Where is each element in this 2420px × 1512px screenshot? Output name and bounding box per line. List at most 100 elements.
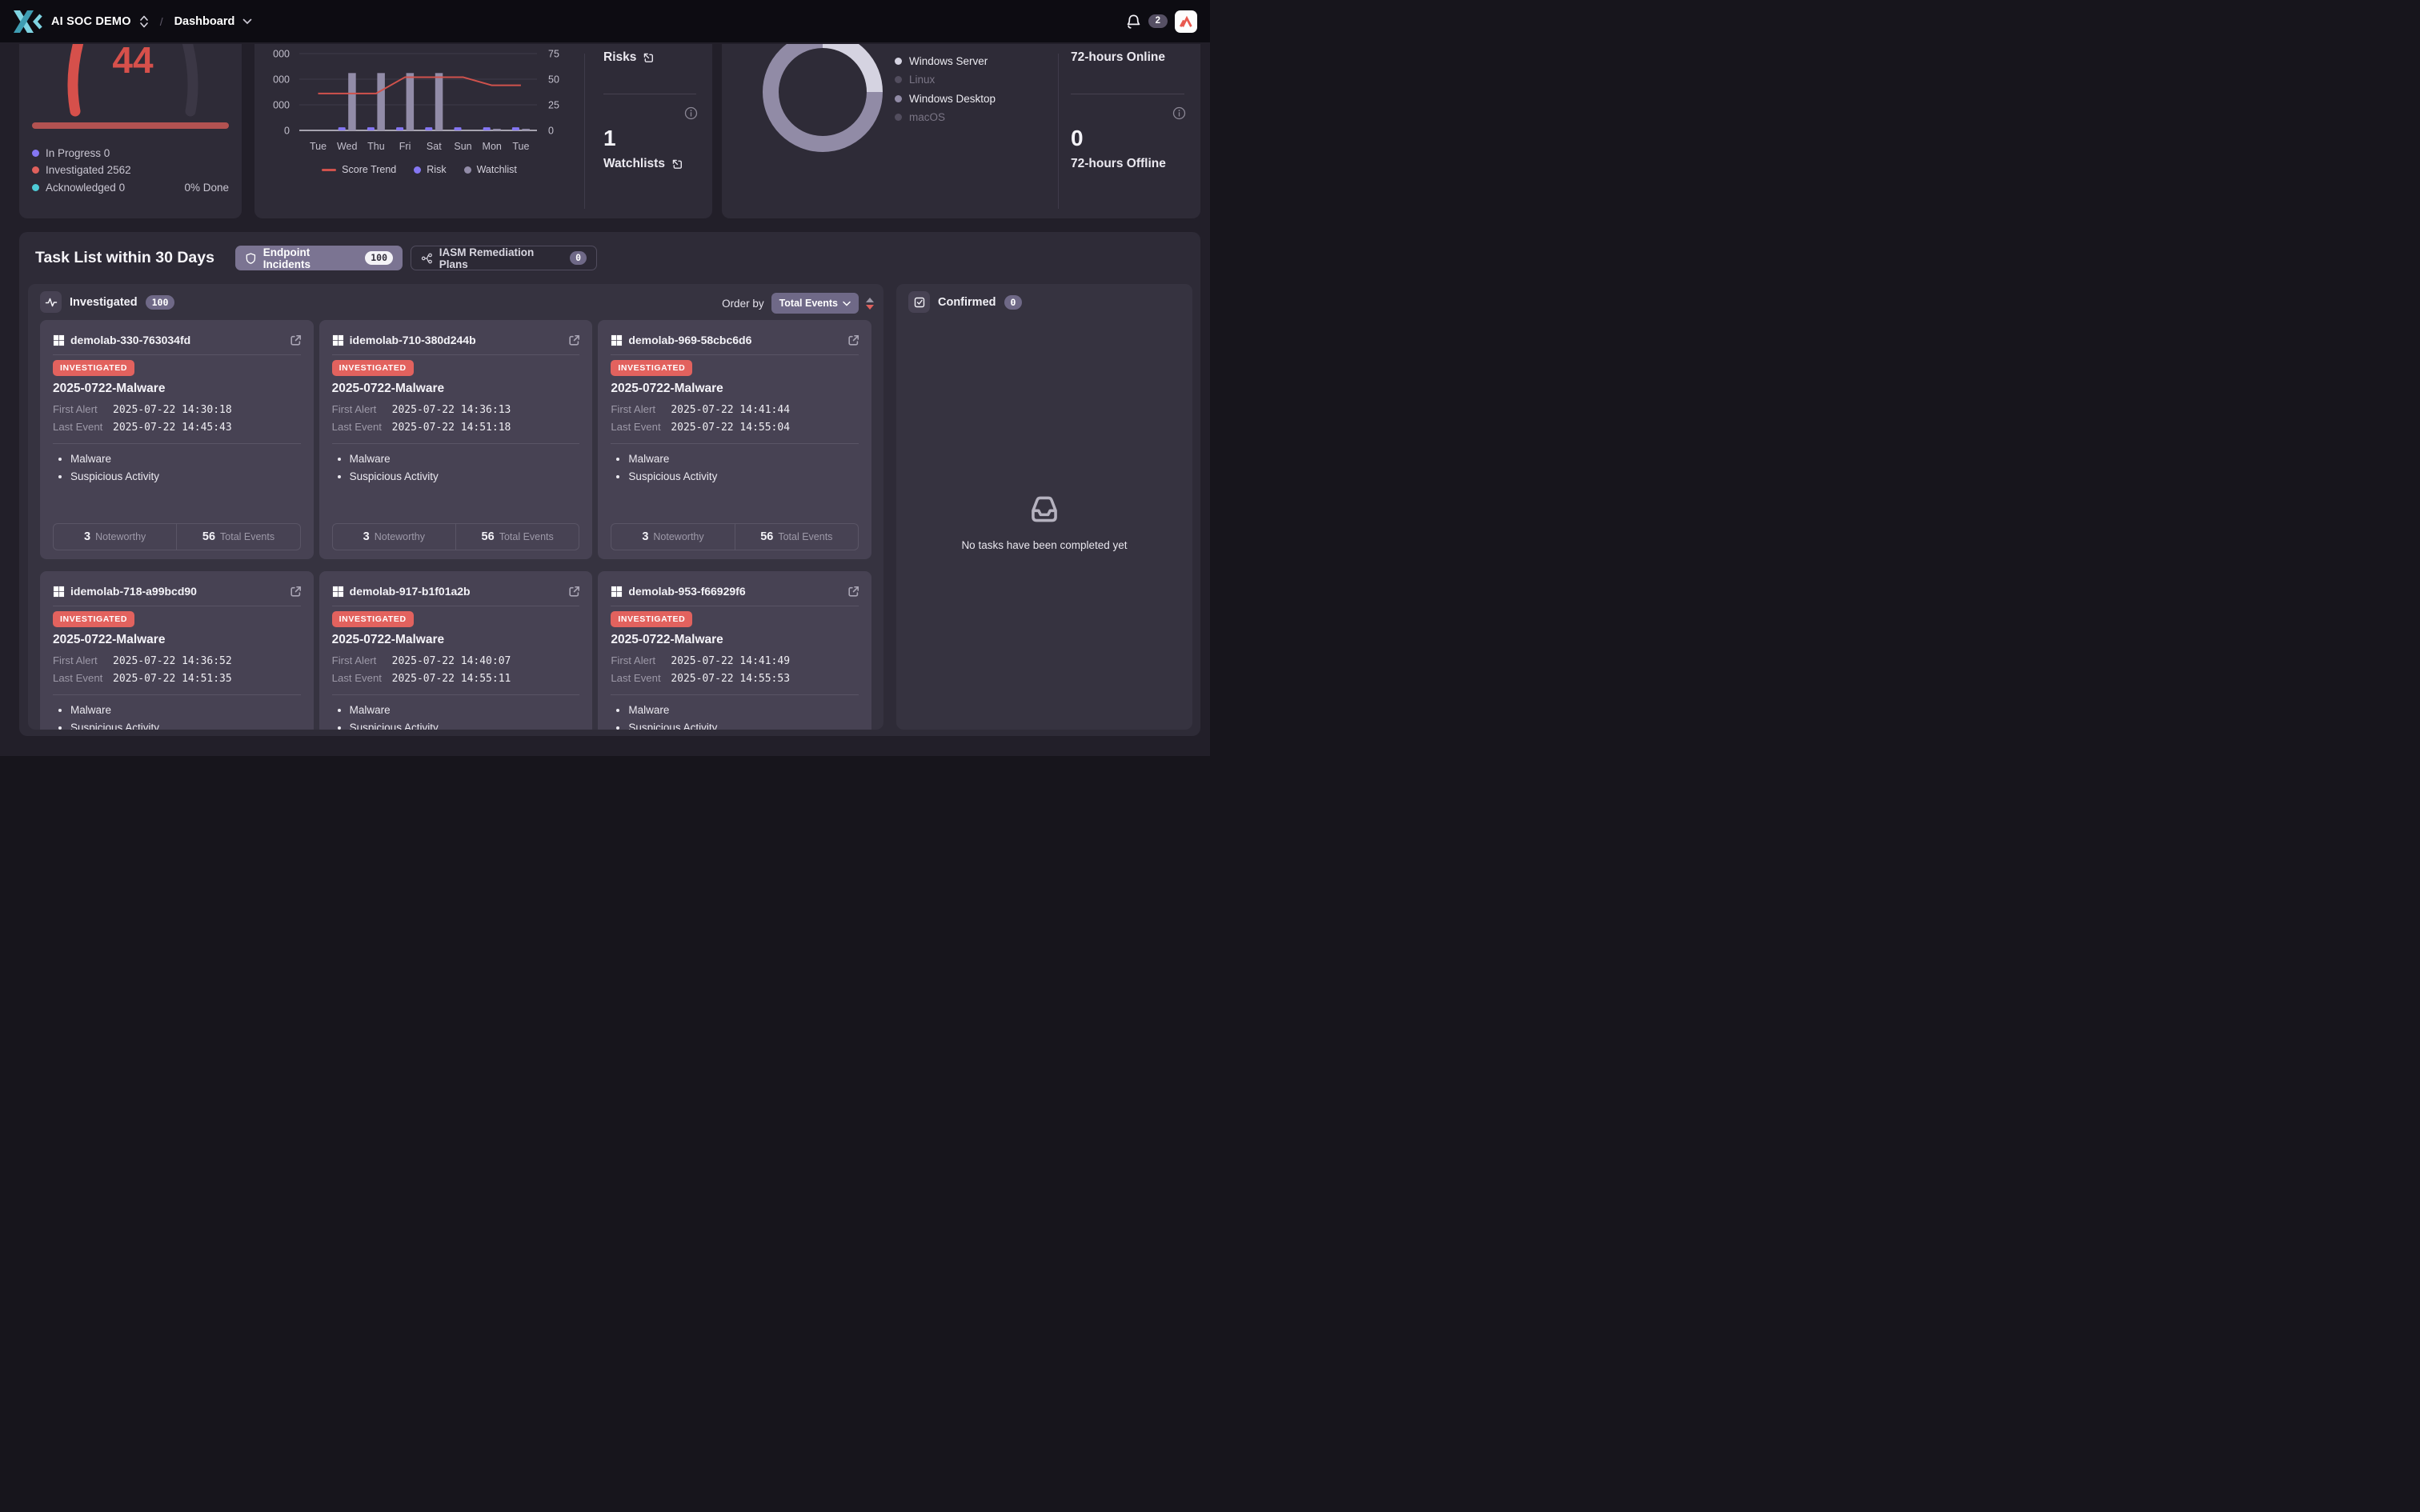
- legend-item: Investigated 2562: [32, 164, 131, 176]
- status-badge: INVESTIGATED: [611, 611, 693, 627]
- brand-logo-icon[interactable]: [11, 10, 43, 34]
- empty-state-text: No tasks have been completed yet: [961, 539, 1128, 551]
- noteworthy-count: 3: [363, 530, 370, 543]
- acknowledged-dot: [32, 183, 39, 191]
- incident-card[interactable]: demolab-969-58cbc6d6 INVESTIGATED 2025-0…: [598, 320, 871, 559]
- divider: [53, 354, 301, 355]
- breadcrumb-page[interactable]: Dashboard: [174, 14, 235, 28]
- status-badge: INVESTIGATED: [611, 360, 693, 376]
- svg-text:Tue: Tue: [512, 141, 529, 152]
- tag-item: Malware: [628, 453, 717, 466]
- tag-item: Suspicious Activity: [70, 470, 159, 483]
- external-link-icon[interactable]: [289, 334, 302, 347]
- incident-card[interactable]: demolab-330-763034fd INVESTIGATED 2025-0…: [40, 320, 314, 559]
- svg-text:Tue: Tue: [310, 141, 327, 152]
- last-event-row: Last Event 2025-07-22 14:55:53: [611, 672, 791, 685]
- order-by-dropdown[interactable]: Total Events: [771, 293, 859, 314]
- windows-icon: [53, 586, 65, 597]
- task-list-section: Task List within 30 Days Endpoint Incide…: [19, 232, 1200, 736]
- workflow-icon: [421, 253, 432, 263]
- status-badge: INVESTIGATED: [331, 611, 414, 627]
- app-logo-icon[interactable]: [1175, 10, 1197, 33]
- last-event-row: Last Event 2025-07-22 14:55:11: [331, 672, 511, 685]
- tag-item: Suspicious Activity: [628, 722, 717, 730]
- legend-item: In Progress 0: [32, 147, 131, 159]
- incident-card[interactable]: idemolab-718-a99bcd90 INVESTIGATED 2025-…: [40, 571, 314, 730]
- external-link-icon[interactable]: [289, 585, 302, 598]
- svg-text:Mon: Mon: [483, 141, 502, 152]
- bell-icon[interactable]: [1126, 14, 1141, 30]
- status-badge: INVESTIGATED: [53, 611, 135, 627]
- offline-label: 72-hours Offline: [1071, 157, 1166, 170]
- incident-card[interactable]: idemolab-710-380d244b INVESTIGATED 2025-…: [319, 320, 593, 559]
- external-link-icon[interactable]: [847, 334, 860, 347]
- tab-count-badge: 0: [570, 251, 587, 265]
- notification-count-badge[interactable]: 2: [1148, 14, 1168, 28]
- divider: [331, 354, 580, 355]
- os-legend: Windows Server Linux Windows Desktop mac…: [895, 54, 996, 129]
- external-link-icon[interactable]: [567, 334, 581, 347]
- host-name: idemolab-718-a99bcd90: [70, 585, 197, 598]
- legend-linux[interactable]: Linux: [895, 73, 996, 87]
- first-alert-row: First Alert 2025-07-22 14:41:49: [611, 654, 791, 667]
- last-event-row: Last Event 2025-07-22 14:45:43: [53, 421, 232, 434]
- legend-watchlist: Watchlist: [463, 164, 517, 175]
- first-alert-row: First Alert 2025-07-22 14:36:52: [53, 654, 232, 667]
- host-name: demolab-953-f66929f6: [628, 585, 746, 598]
- windows-icon: [611, 586, 623, 597]
- trend-chart-card: 000 75 000 50 000 25 0 0 Tue Wed Thu Fri Sat Sun Mon Tu…: [254, 44, 712, 218]
- os-donut-chart: [763, 44, 883, 152]
- last-event-row: Last Event 2025-07-22 14:51:35: [53, 672, 232, 685]
- top-nav: AI SOC DEMO / Dashboard 2: [0, 0, 1210, 42]
- incident-card[interactable]: demolab-917-b1f01a2b INVESTIGATED 2025-0…: [319, 571, 593, 730]
- legend-macos[interactable]: macOS: [895, 110, 996, 125]
- total-events-count: 56: [760, 530, 774, 543]
- chevron-down-icon[interactable]: [242, 18, 252, 25]
- chart-legend: Score Trend Risk Watchlist: [254, 164, 584, 175]
- status-badge: INVESTIGATED: [331, 360, 414, 376]
- risks-link[interactable]: Risks: [603, 50, 655, 65]
- breadcrumb-separator: /: [159, 14, 163, 28]
- legend-windows-server[interactable]: Windows Server: [895, 54, 996, 68]
- incident-title: 2025-0722-Malware: [611, 633, 723, 646]
- host-name: idemolab-710-380d244b: [349, 334, 476, 346]
- first-alert-row: First Alert 2025-07-22 14:30:18: [53, 403, 232, 416]
- org-switch-icon[interactable]: [139, 15, 149, 28]
- investigated-dot: [32, 166, 39, 174]
- tab-iasm-remediation-plans[interactable]: IASM Remediation Plans 0: [411, 246, 597, 270]
- divider: [611, 443, 859, 444]
- incident-stats: 3 Noteworthy 56 Total Events: [53, 523, 301, 550]
- risk-dot: [414, 166, 422, 174]
- checkbox-icon: [908, 291, 930, 313]
- tag-list: Malware Suspicious Activity: [332, 699, 439, 730]
- divider: [53, 443, 301, 444]
- noteworthy-count: 3: [84, 530, 91, 543]
- tab-count-badge: 100: [365, 251, 393, 265]
- divider: [584, 54, 585, 209]
- tab-endpoint-incidents[interactable]: Endpoint Incidents 100: [235, 246, 403, 270]
- incident-card[interactable]: demolab-953-f66929f6 INVESTIGATED 2025-0…: [598, 571, 871, 730]
- svg-text:Thu: Thu: [367, 141, 385, 152]
- legend-windows-desktop[interactable]: Windows Desktop: [895, 91, 996, 106]
- investigated-label: Investigated: [70, 295, 138, 309]
- info-icon[interactable]: [684, 106, 698, 120]
- org-selector[interactable]: AI SOC DEMO: [51, 14, 131, 28]
- watchlists-link[interactable]: Watchlists: [603, 157, 683, 171]
- empty-state: No tasks have been completed yet: [896, 492, 1192, 551]
- noteworthy-count: 3: [642, 530, 649, 543]
- divider: [331, 443, 580, 444]
- svg-text:75: 75: [548, 49, 559, 60]
- svg-text:000: 000: [273, 49, 290, 60]
- watchlist-dot: [463, 166, 471, 174]
- external-link-icon[interactable]: [847, 585, 860, 598]
- svg-text:25: 25: [548, 100, 559, 111]
- incident-title: 2025-0722-Malware: [331, 633, 445, 646]
- devices-card: Windows Server Linux Windows Desktop mac…: [722, 44, 1200, 218]
- tag-item: Suspicious Activity: [70, 722, 159, 730]
- info-icon[interactable]: [1172, 106, 1186, 120]
- external-link-icon[interactable]: [567, 585, 581, 598]
- offline-count: 0: [1071, 126, 1084, 150]
- sort-direction-toggle[interactable]: [866, 297, 874, 310]
- incident-cards-grid: demolab-330-763034fd INVESTIGATED 2025-0…: [40, 320, 871, 730]
- svg-text:Sat: Sat: [427, 141, 442, 152]
